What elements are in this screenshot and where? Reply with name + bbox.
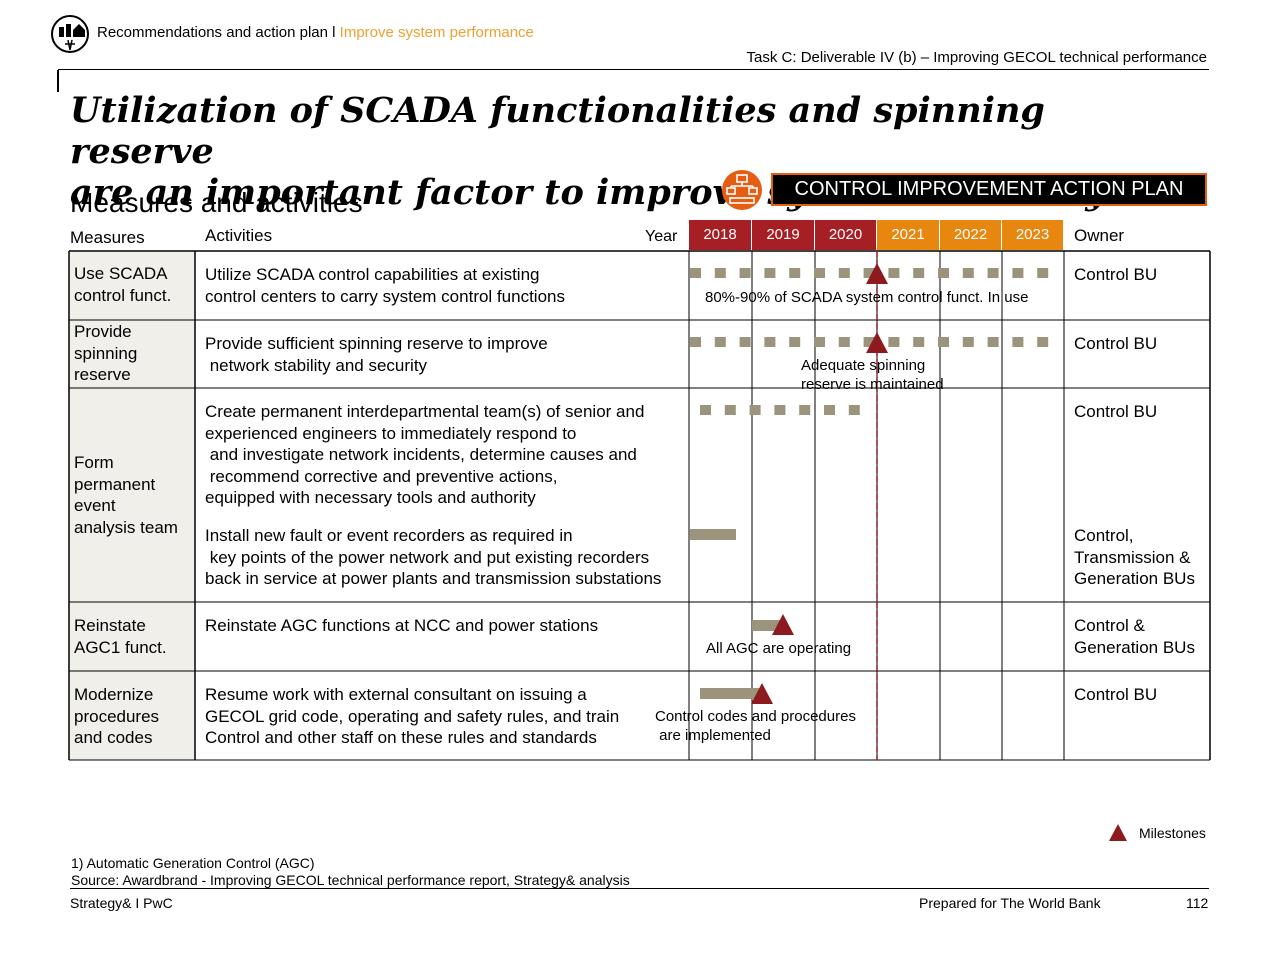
year-cell-2018: 2018	[689, 220, 752, 250]
source-note: Source: Awardbrand - Improving GECOL tec…	[71, 872, 630, 888]
year-cell-2023: 2023	[1002, 220, 1064, 250]
page-number: 112	[1186, 895, 1209, 911]
scada-progress-dash	[913, 268, 925, 278]
page-subtitle: Measures and activities	[70, 187, 363, 218]
footer-divider	[70, 888, 1209, 889]
activity-text: Create permanent interdepartmental team(…	[205, 402, 645, 507]
team-progress-dash	[824, 405, 835, 415]
section-breadcrumb: Recommendations and action plan l Improv…	[97, 24, 534, 41]
year-cell-2020: 2020	[815, 220, 877, 250]
measure-label: Reinstate AGC1 funct.	[74, 616, 167, 657]
team-progress-dash	[799, 405, 811, 415]
scada-progress-dash	[838, 268, 850, 278]
task-label: Task C: Deliverable IV (b) – Improving G…	[746, 49, 1207, 66]
reserve-progress-dash	[764, 337, 776, 347]
reserve-progress-dash	[814, 337, 825, 347]
scada-progress-dash	[739, 268, 751, 278]
owner-text: Control, Transmission & Generation BUs	[1074, 526, 1195, 588]
scada-progress-dash	[938, 268, 949, 278]
milestone-note: Adequate spinning reserve is maintained	[801, 357, 944, 393]
scada-progress-dash	[888, 268, 900, 278]
team-progress-dash	[774, 405, 786, 415]
scada-progress-dash	[1037, 268, 1049, 278]
measure-cell-bg	[69, 320, 195, 388]
scada-progress-dash	[962, 268, 974, 278]
reserve-progress-dash	[987, 337, 999, 347]
measure-cell-bg	[69, 602, 195, 671]
reserve-progress-dash	[913, 337, 925, 347]
team-progress-dash	[749, 405, 761, 415]
activity-text: Provide sufficient spinning reserve to i…	[205, 334, 548, 375]
header-divider	[58, 69, 1209, 70]
legend-milestones: Milestones	[1139, 825, 1206, 841]
measures-header: Measures	[70, 228, 145, 247]
year-header: Year	[645, 228, 678, 245]
scada-progress-dash	[814, 268, 825, 278]
action-plan-banner: CONTROL IMPROVEMENT ACTION PLAN	[771, 173, 1207, 206]
year-cell-2019: 2019	[752, 220, 815, 250]
corner-tick	[57, 70, 59, 92]
scada-progress-dash	[863, 268, 875, 278]
owner-text: Control BU	[1074, 685, 1158, 704]
reserve-progress-dash	[714, 337, 726, 347]
year-cell-2022: 2022	[940, 220, 1002, 250]
activity-text: Resume work with external consultant on …	[205, 685, 620, 747]
milestone-note: All AGC are operating	[706, 640, 852, 657]
activities-header: Activities	[205, 226, 273, 245]
reserve-progress-dash	[789, 337, 801, 347]
recorder-bar	[690, 529, 736, 540]
agc-bar	[752, 620, 780, 631]
codes-bar	[700, 688, 760, 699]
scada-progress-dash	[987, 268, 999, 278]
reserve-progress-dash	[838, 337, 850, 347]
codes-milestone-icon	[751, 683, 773, 704]
reserve-progress-dash	[739, 337, 751, 347]
team-progress-dash	[848, 405, 860, 415]
owner-text: Control & Generation BUs	[1074, 616, 1195, 657]
scada-progress-dash	[690, 268, 701, 278]
section-accent: Improve system performance	[339, 24, 534, 41]
measure-cell-bg	[69, 388, 195, 602]
footer-left: Strategy& I PwC	[70, 895, 173, 911]
measure-label: Provide spinning reserve	[74, 322, 138, 384]
reserve-progress-dash	[863, 337, 875, 347]
title-line-1: Utilization of SCADA functionalities and…	[70, 90, 1045, 172]
owner-header: Owner	[1074, 226, 1125, 245]
owner-text: Control BU	[1074, 402, 1158, 421]
measure-label: Use SCADA control funct.	[74, 264, 172, 305]
team-progress-dash	[724, 405, 736, 415]
measure-cell-bg	[69, 251, 195, 320]
activity-text: Install new fault or event recorders as …	[205, 526, 662, 588]
milestone-note: Control codes and procedures are impleme…	[655, 708, 856, 744]
activity-text: Reinstate AGC functions at NCC and power…	[205, 616, 599, 635]
reserve-progress-dash	[938, 337, 949, 347]
milestone-note: 80%-90% of SCADA system control funct. I…	[705, 289, 1029, 306]
scada-progress-dash	[764, 268, 776, 278]
footnote: 1) Automatic Generation Control (AGC)	[71, 855, 315, 871]
measure-label: Form permanent event analysis team	[74, 453, 178, 537]
measure-label: Modernize procedures and codes	[74, 685, 160, 747]
reserve-progress-dash	[962, 337, 974, 347]
team-progress-dash	[700, 405, 711, 415]
measure-cell-bg	[69, 671, 195, 760]
reserve-progress-dash	[888, 337, 900, 347]
section-label: Recommendations and action plan l	[97, 24, 340, 41]
scada-progress-dash	[789, 268, 801, 278]
reserve-milestone-icon	[866, 332, 888, 353]
activity-text: Utilize SCADA control capabilities at ex…	[205, 265, 565, 306]
reserve-progress-dash	[1012, 337, 1024, 347]
owner-text: Control BU	[1074, 265, 1158, 284]
reserve-progress-dash	[1037, 337, 1049, 347]
reserve-progress-dash	[690, 337, 701, 347]
agc-milestone-icon	[772, 614, 794, 635]
scada-milestone-icon	[866, 263, 888, 284]
footer-center: Prepared for The World Bank	[919, 895, 1101, 911]
scada-progress-dash	[1012, 268, 1024, 278]
year-cell-2021: 2021	[877, 220, 940, 250]
owner-text: Control BU	[1074, 334, 1158, 353]
scada-progress-dash	[714, 268, 726, 278]
